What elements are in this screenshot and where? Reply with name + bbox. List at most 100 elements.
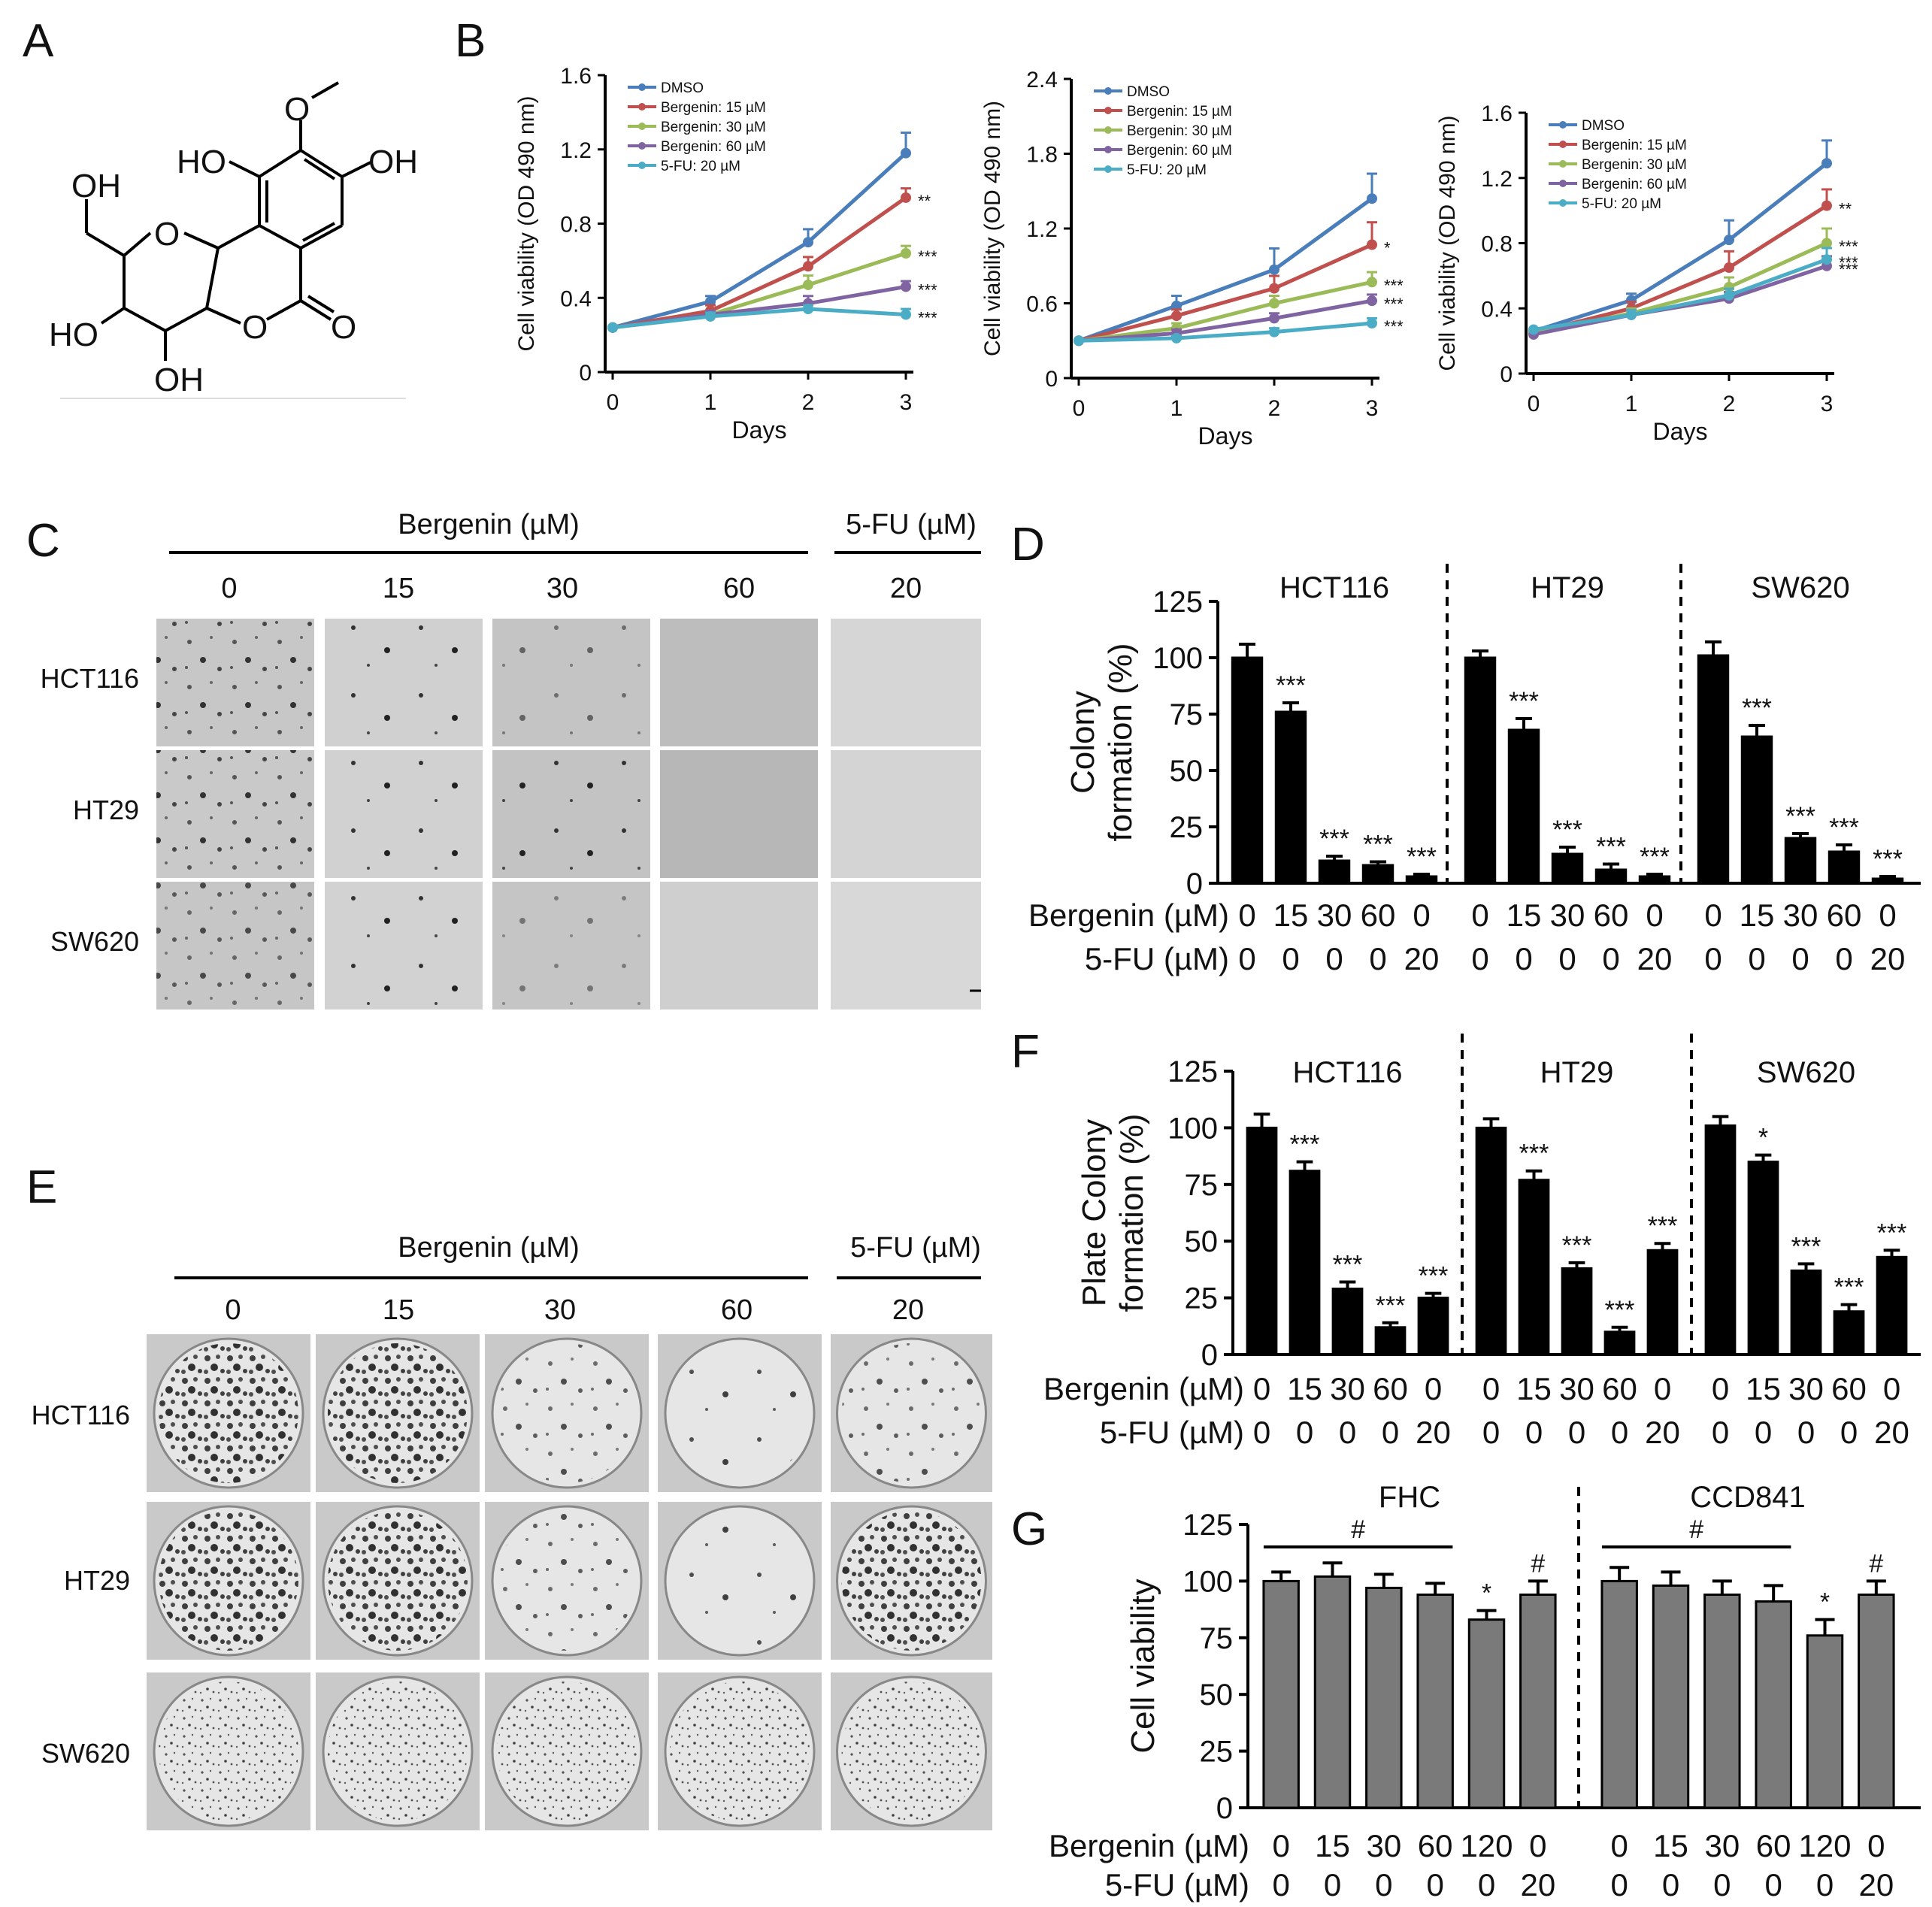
- fu-dose-label: 0: [1325, 941, 1343, 976]
- series-line: [1533, 162, 1828, 333]
- data-point: [1269, 298, 1279, 309]
- significance-label: ***: [1648, 1212, 1678, 1240]
- y-tick-label: 0.4: [1481, 297, 1513, 322]
- micrograph: [831, 882, 981, 1009]
- dose-label: 60: [723, 573, 755, 604]
- bar: [1704, 1124, 1737, 1356]
- bar: [1833, 1310, 1865, 1356]
- data-point: [1171, 310, 1182, 322]
- colonies: [159, 1681, 298, 1821]
- y-tick-label: 0.8: [1481, 232, 1513, 257]
- data-point: [1269, 264, 1279, 275]
- y-axis-label: Cell viability (OD 490 nm): [980, 101, 1005, 356]
- fu-dose-label: 0: [1662, 1867, 1679, 1902]
- micrograph-colonies: [492, 882, 650, 1009]
- fu-dose-label: 0: [1375, 1867, 1392, 1902]
- y-tick-label: 1.6: [560, 64, 592, 89]
- y-tick-label: 1.2: [560, 138, 592, 163]
- fu-dose-label: 0: [1558, 941, 1576, 976]
- y-tick-label: 100: [1167, 1112, 1218, 1145]
- bar: [1361, 864, 1394, 885]
- data-point: [1821, 158, 1832, 169]
- bergenin-dose-label: 0: [1867, 1828, 1885, 1863]
- significance-label: ***: [1877, 1218, 1907, 1247]
- data-point: [901, 281, 911, 292]
- data-point: [901, 248, 911, 259]
- micrograph: [660, 750, 818, 878]
- bergenin-dose-label: 0: [1425, 1371, 1442, 1406]
- y-tick-label: 100: [1152, 642, 1203, 675]
- significance-label: *: [1820, 1588, 1830, 1617]
- fu-dose-label: 0: [1764, 1867, 1782, 1902]
- data-point: [803, 304, 813, 315]
- colonies: [497, 1681, 637, 1821]
- fu-dose-label: 0: [1324, 1867, 1341, 1902]
- bar: [1246, 1126, 1278, 1356]
- bar: [1790, 1269, 1822, 1356]
- y-tick-label: 25: [1185, 1282, 1219, 1315]
- panel-letter-f: F: [1011, 1026, 1040, 1078]
- data-point: [901, 309, 911, 320]
- dose-label: 20: [892, 1294, 924, 1326]
- bar-chart: 0 25 50 75 100 125 Colony formation (%) Bergenin…: [1028, 564, 1921, 976]
- micrograph-colonies: [325, 619, 483, 746]
- bar: [1828, 850, 1861, 885]
- bar: [1600, 1579, 1638, 1809]
- data-point: [607, 322, 618, 333]
- significance-label: ***: [1596, 833, 1626, 861]
- panel-a: A: [23, 15, 418, 399]
- x-tick-label: 3: [1366, 396, 1379, 421]
- bar: [1652, 1584, 1690, 1809]
- legend-marker: [638, 123, 646, 130]
- bergenin-dose-label: 15: [1746, 1371, 1781, 1406]
- bar: [1703, 1593, 1741, 1809]
- legend-label: Bergenin: 15 µM: [661, 100, 766, 116]
- series-line: [1533, 257, 1828, 331]
- bar-chart: 0 25 50 75 100 125 Plate Colony formation (%) Be…: [1043, 1034, 1921, 1450]
- legend-label: 5-FU: 20 µM: [1127, 162, 1207, 178]
- colonies: [841, 1511, 982, 1651]
- fu-dose-label: 0: [1816, 1867, 1834, 1902]
- bergenin-dose-label: 0: [1413, 898, 1430, 933]
- condition-row-label: 5-FU (µM): [1105, 1867, 1249, 1902]
- dose-label: 30: [544, 1294, 576, 1326]
- condition-row-label: Bergenin (µM): [1043, 1371, 1244, 1406]
- row-label: HT29: [73, 795, 139, 825]
- bergenin-dose-label: 60: [1602, 1371, 1637, 1406]
- bar: [1646, 1249, 1679, 1356]
- bar: [1871, 877, 1904, 885]
- data-point: [1724, 235, 1734, 246]
- y-tick-label: 125: [1183, 1509, 1233, 1542]
- series-line: [612, 151, 907, 330]
- atom-label: OH: [71, 168, 121, 204]
- bergenin-dose-label: 60: [1756, 1828, 1791, 1863]
- x-tick-label: 2: [1268, 396, 1281, 421]
- micrograph-colonies: [492, 619, 650, 746]
- bar: [1313, 1575, 1352, 1809]
- bergenin-dose-label: 30: [1317, 898, 1352, 933]
- fu-dose-label: 20: [1520, 1867, 1555, 1902]
- data-point: [1269, 313, 1279, 324]
- panel-letter-c: C: [26, 515, 60, 567]
- y-tick-label: 0.4: [560, 286, 592, 311]
- bergenin-dose-label: 15: [1273, 898, 1309, 933]
- bergenin-dose-label: 0: [1879, 898, 1896, 933]
- fu-dose-label: 0: [1611, 1415, 1628, 1450]
- bar: [1603, 1330, 1636, 1356]
- colonies: [841, 1343, 982, 1483]
- fu-dose-label: 0: [1482, 1415, 1500, 1450]
- legend-marker: [1559, 199, 1567, 207]
- data-point: [1367, 318, 1377, 329]
- data-point: [1724, 262, 1734, 274]
- bar: [1374, 1326, 1407, 1356]
- significance-label: ***: [918, 247, 937, 266]
- fu-dose-label: 0: [1840, 1415, 1858, 1450]
- significance-label: ***: [1552, 816, 1582, 844]
- colonies: [328, 1681, 468, 1821]
- significance-label: #: [1351, 1515, 1365, 1544]
- soft-agar-images: [156, 619, 981, 1009]
- significance-label: ***: [1742, 694, 1772, 722]
- x-tick-label: 1: [704, 390, 717, 415]
